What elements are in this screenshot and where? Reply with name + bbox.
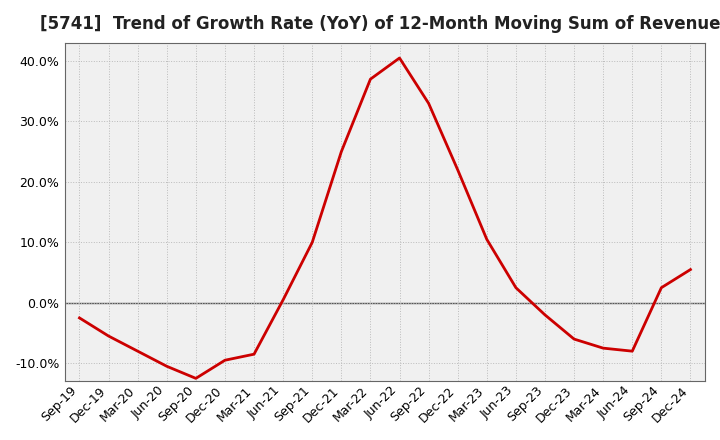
Title: [5741]  Trend of Growth Rate (YoY) of 12-Month Moving Sum of Revenues: [5741] Trend of Growth Rate (YoY) of 12-…: [40, 15, 720, 33]
